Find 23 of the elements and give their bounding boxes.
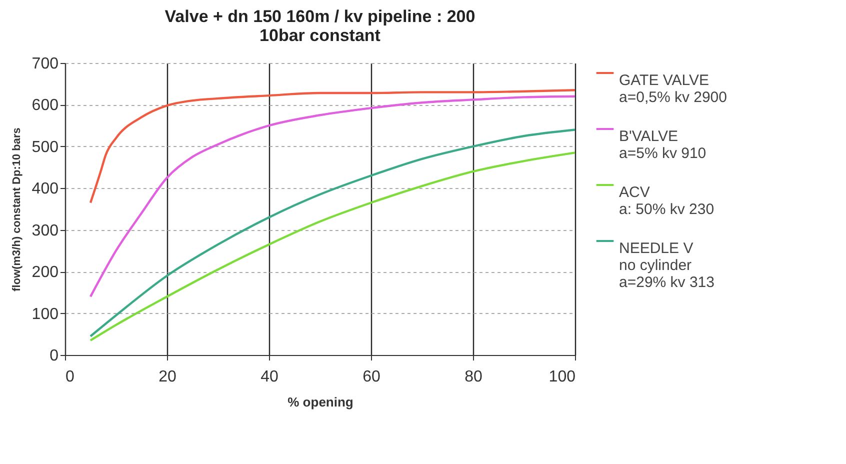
line-series xyxy=(89,89,576,204)
x-tick-label: 60 xyxy=(362,368,380,386)
y-tick-label: 200 xyxy=(32,264,59,282)
x-tick-label: 100 xyxy=(548,368,576,386)
legend-label: ACV a: 50% kv 230 xyxy=(619,184,714,218)
legend-label: NEEDLE V no cylinder a=29% kv 313 xyxy=(619,240,714,291)
y-tick-label: 0 xyxy=(50,348,59,364)
y-axis-title: flow(m3/h) constant Dp:10 bars xyxy=(10,128,23,292)
legend-label: GATE VALVE a=0,5% kv 2900 xyxy=(619,72,727,106)
chart-title: Valve + dn 150 160m / kv pipeline : 200 10bar constant xyxy=(164,7,476,45)
x-tick-label: 0 xyxy=(66,368,74,386)
y-tick-label: 400 xyxy=(32,180,59,198)
y-tick-label: 600 xyxy=(32,97,59,114)
y-tick-label: 100 xyxy=(32,306,59,323)
x-tick-label: 80 xyxy=(464,368,482,386)
y-tick-label: 700 xyxy=(32,56,59,72)
line-series xyxy=(89,95,576,298)
x-axis-title: % opening xyxy=(288,394,354,410)
y-tick-label: 500 xyxy=(32,138,59,156)
x-tick-label: 20 xyxy=(158,368,176,386)
legend-label: B'VALVE a=5% kv 910 xyxy=(619,128,706,162)
y-tick-label: 300 xyxy=(32,222,59,240)
x-tick-label: 40 xyxy=(260,368,278,386)
